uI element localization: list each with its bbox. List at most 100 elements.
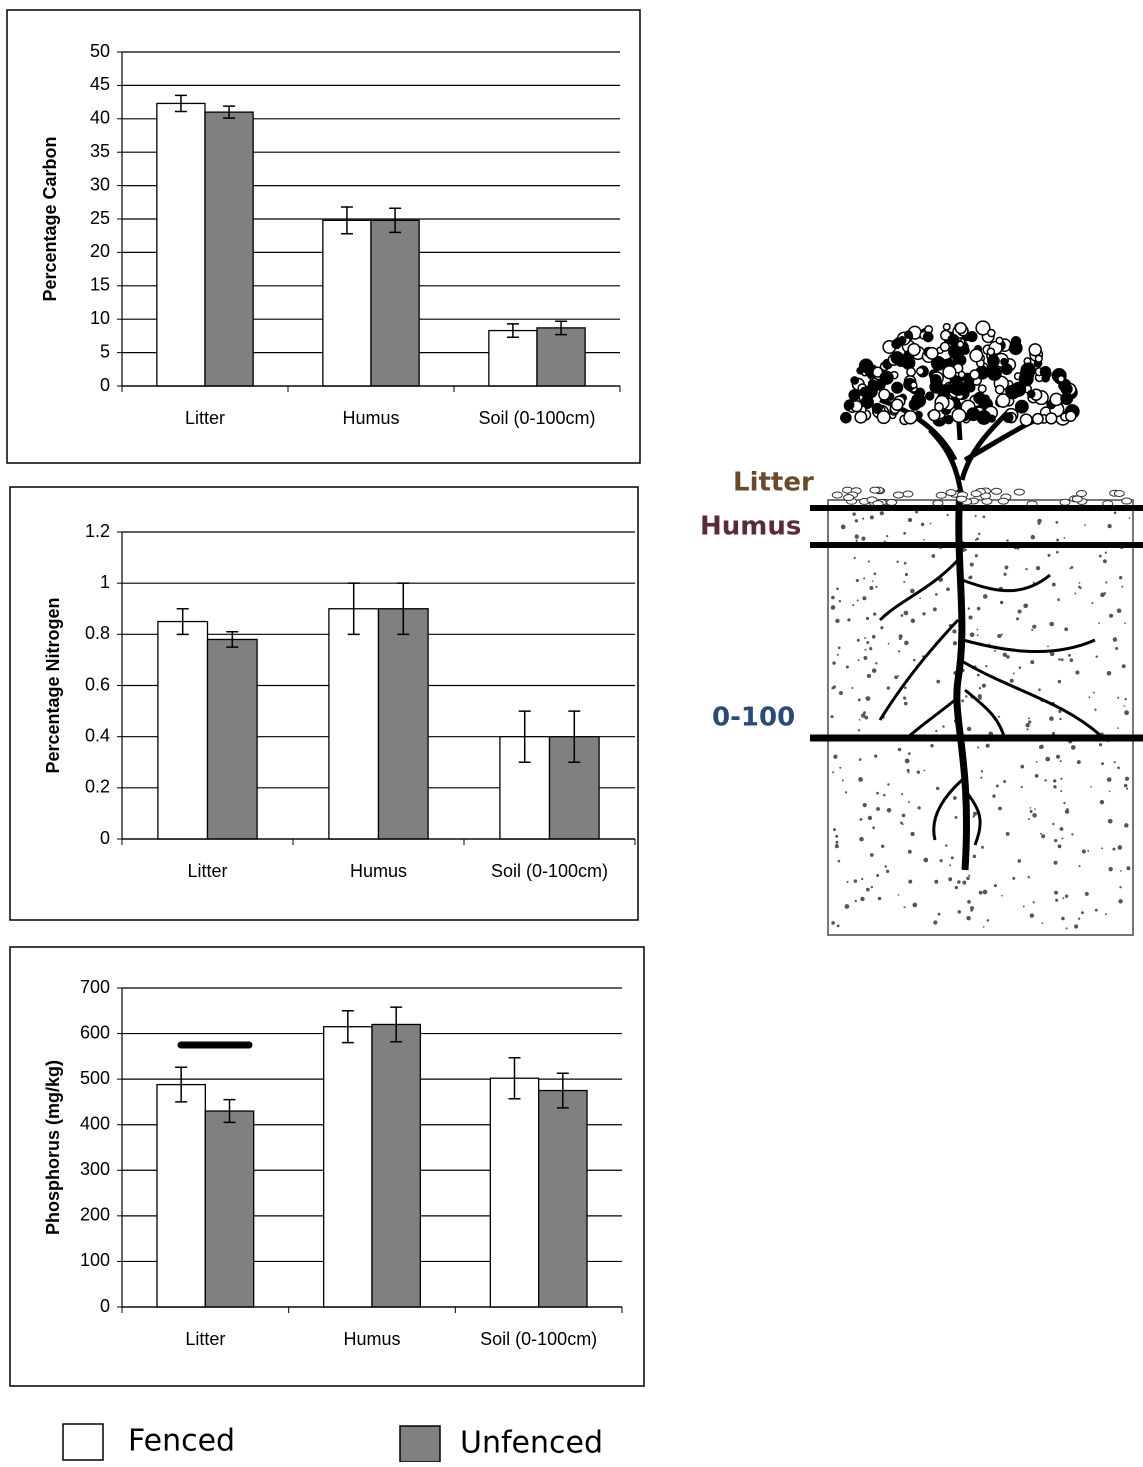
leaf xyxy=(929,374,942,386)
soil-dot xyxy=(910,831,915,837)
soil-dot xyxy=(1090,786,1092,788)
leaf xyxy=(858,358,874,373)
soil-dot xyxy=(1118,899,1123,904)
leaf xyxy=(1010,336,1022,347)
soil-dot xyxy=(1094,908,1098,912)
soil-dot xyxy=(997,715,1001,718)
soil-dot xyxy=(1060,790,1063,792)
soil-dot xyxy=(861,536,866,541)
leaf xyxy=(1026,389,1036,399)
soil-dot xyxy=(978,696,982,700)
soil-dot xyxy=(1098,554,1102,558)
y-axis-title: Percentage Nitrogen xyxy=(43,597,63,773)
soil-dot xyxy=(1056,550,1059,554)
error-bar xyxy=(340,206,353,235)
diagram-label: Humus xyxy=(700,512,801,542)
bar xyxy=(328,608,380,840)
soil-dot xyxy=(952,641,958,646)
litter-piece xyxy=(1121,497,1133,505)
soil-dot xyxy=(980,770,984,773)
soil-dot xyxy=(1018,666,1022,669)
soil-dot xyxy=(894,675,899,680)
roots xyxy=(878,558,1101,846)
soil-dot xyxy=(935,592,938,596)
leaf xyxy=(850,376,860,385)
soil-dot xyxy=(863,577,866,580)
y-tick-label: 5 xyxy=(100,341,110,361)
error-bar xyxy=(568,710,581,763)
soil-dot xyxy=(1041,922,1044,924)
x-tick-label: Litter xyxy=(185,1329,225,1349)
soil-dot xyxy=(952,629,957,634)
soil-dot xyxy=(1116,608,1122,614)
soil-dot xyxy=(846,880,849,883)
soil-dot xyxy=(1081,849,1086,854)
soil-dot xyxy=(1041,834,1046,839)
leaf xyxy=(890,351,904,365)
soil-dot xyxy=(946,587,950,592)
soil-dot xyxy=(854,534,860,539)
soil-dot xyxy=(935,786,940,791)
soil-dot xyxy=(1108,866,1113,872)
litter-piece xyxy=(990,487,1002,495)
soil-dot xyxy=(1120,870,1122,872)
soil-dot xyxy=(857,659,860,662)
soil-dot xyxy=(897,747,902,752)
soil-dot xyxy=(993,649,997,652)
soil-dot xyxy=(976,606,981,611)
soil-dot xyxy=(871,668,877,673)
litter-piece xyxy=(1013,488,1025,496)
leaf xyxy=(908,398,921,411)
error-bar xyxy=(389,207,402,234)
soil-dot xyxy=(1124,622,1127,625)
soil-dot xyxy=(1055,898,1059,902)
soil-dot xyxy=(884,865,887,868)
leaf xyxy=(890,398,904,411)
leaf xyxy=(987,328,996,338)
soil-dot xyxy=(1070,745,1076,750)
litter-piece xyxy=(893,491,905,499)
soil-dot xyxy=(1074,924,1079,929)
soil-dot xyxy=(873,572,877,576)
legend-label: Unfenced xyxy=(460,1426,603,1461)
soil-dot xyxy=(969,562,974,567)
leaf xyxy=(942,365,957,380)
leaf xyxy=(1034,354,1043,363)
leaf xyxy=(1028,343,1042,357)
soil-dot xyxy=(1012,672,1015,675)
litter-piece xyxy=(886,498,898,506)
soil-dot xyxy=(896,560,899,564)
soil-dot xyxy=(1101,762,1104,766)
soil-dot xyxy=(962,880,967,885)
soil-dot xyxy=(877,896,882,901)
soil-dot xyxy=(982,926,985,928)
soil-dot xyxy=(1051,582,1056,587)
leaf xyxy=(939,341,951,352)
soil-dot xyxy=(831,595,835,600)
soil-dot xyxy=(1047,645,1049,648)
soil-dot xyxy=(866,640,870,644)
soil-dot xyxy=(1054,890,1058,895)
leaf xyxy=(994,384,1005,395)
soil-dot xyxy=(1062,897,1065,900)
soil-dot xyxy=(1080,911,1084,915)
soil-dot xyxy=(1075,670,1080,675)
legend-swatch xyxy=(62,1423,104,1461)
leaf xyxy=(867,379,878,389)
soil-dot xyxy=(875,585,878,588)
soil-dot xyxy=(1020,764,1025,769)
leaf xyxy=(922,331,934,343)
soil-dot xyxy=(839,766,842,769)
leaf xyxy=(969,369,981,380)
soil-dot xyxy=(945,844,948,847)
litter-piece xyxy=(869,486,881,494)
soil-dot xyxy=(865,616,870,621)
soil-dot xyxy=(903,701,908,706)
soil-dot xyxy=(1108,790,1111,793)
y-tick-label: 0.4 xyxy=(85,725,110,745)
error-bar xyxy=(556,1072,569,1109)
error-bar xyxy=(506,323,519,338)
soil-dot xyxy=(912,902,918,908)
soil-dot xyxy=(841,779,844,782)
bar xyxy=(157,620,209,840)
